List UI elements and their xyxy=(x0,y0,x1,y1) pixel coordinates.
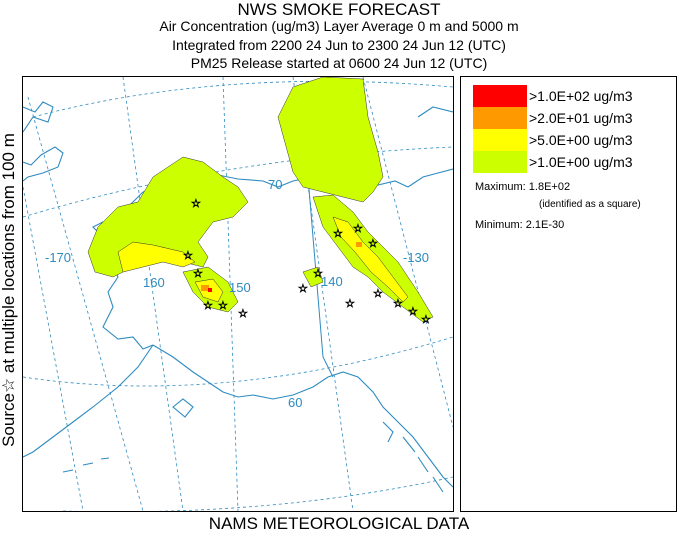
lon-160-label: 160 xyxy=(143,275,165,290)
alaska-south-coast xyxy=(152,344,453,488)
maximum-note: (identified as a square) xyxy=(539,199,641,210)
russia-coast xyxy=(23,101,54,133)
source-star: ☆ xyxy=(393,298,403,310)
lat-70-label: 70 xyxy=(268,177,282,192)
lat-80-line xyxy=(32,80,453,118)
maximum-value: Maximum: 1.8E+02 xyxy=(475,181,571,193)
source-star: ☆ xyxy=(203,300,213,312)
lat-60-line xyxy=(23,336,453,387)
source-star: ☆ xyxy=(191,198,201,210)
alaska-canada-border xyxy=(307,176,334,378)
source-star: ☆ xyxy=(313,268,323,280)
lat-50-line xyxy=(63,476,453,511)
meteorological-data-footer: NAMS METEOROLOGICAL DATA xyxy=(208,514,470,533)
legend-label-red: >1.0E+02 ug/m3 xyxy=(529,88,633,104)
lon-180-line xyxy=(23,186,84,511)
concentration-subtitle: Air Concentration (ug/m3) Layer Average … xyxy=(159,18,519,34)
legend-label-yellow: >5.0E+00 ug/m3 xyxy=(529,132,633,148)
plume-southeast-mid xyxy=(332,216,409,303)
lon-130-label: -130 xyxy=(403,250,429,265)
legend-label-green: >1.0E+00 ug/m3 xyxy=(529,154,633,170)
plume-small-east xyxy=(302,266,324,288)
kodiak-island xyxy=(172,398,194,418)
source-star: ☆ xyxy=(298,283,308,295)
source-star: ☆ xyxy=(353,223,363,235)
lon-150-label: 150 xyxy=(229,280,251,295)
plume-west-mid xyxy=(117,241,196,273)
lon-130-line xyxy=(362,77,453,428)
smoke-map: ☆ ☆ ☆ ☆ ☆ ☆ ☆ ☆ ☆ ☆ ☆ ☆ ☆ ☆ ☆ ☆ 70 60 -1… xyxy=(22,76,454,512)
source-star: ☆ xyxy=(183,250,193,262)
legend-swatch-orange xyxy=(473,107,527,129)
source-star: ☆ xyxy=(333,228,343,240)
source-star: ☆ xyxy=(218,300,228,312)
legend-swatch-green xyxy=(473,151,527,173)
lon-170-line xyxy=(27,96,144,511)
release-start: PM25 Release started at 0600 24 Jun 12 (… xyxy=(190,55,488,71)
plume-orange-core-2 xyxy=(356,242,362,247)
aleutian-islands xyxy=(62,457,110,473)
plume-orange-core-1 xyxy=(201,285,209,291)
legend-swatch-yellow xyxy=(473,129,527,151)
legend-swatch-red xyxy=(473,85,527,107)
source-star: ☆ xyxy=(345,298,355,310)
minimum-value: Minimum: 2.1E-30 xyxy=(475,219,565,231)
source-markers: ☆ ☆ ☆ ☆ ☆ ☆ ☆ ☆ ☆ ☆ ☆ ☆ ☆ ☆ ☆ ☆ xyxy=(183,198,432,327)
plume-max-square xyxy=(208,288,212,292)
chukotka-coast xyxy=(23,146,64,182)
integration-period: Integrated from 2200 24 Jun to 2300 24 J… xyxy=(172,37,506,53)
lon-160-line xyxy=(122,77,184,511)
source-star: ☆ xyxy=(373,288,383,300)
smoke-plumes xyxy=(87,77,434,323)
plume-northeast-light xyxy=(277,77,384,203)
map-canvas: ☆ ☆ ☆ ☆ ☆ ☆ ☆ ☆ ☆ ☆ ☆ ☆ ☆ ☆ ☆ ☆ 70 60 -1… xyxy=(23,77,453,511)
southeast-alaska-islands xyxy=(382,421,444,493)
coastlines xyxy=(23,101,453,493)
lon-140-label: 140 xyxy=(321,274,343,289)
forecast-title: NWS SMOKE FORECAST xyxy=(237,0,441,19)
canada-arctic-coast xyxy=(407,168,453,188)
source-star: ☆ xyxy=(193,268,203,280)
source-star: ☆ xyxy=(408,306,418,318)
source-star: ☆ xyxy=(421,314,431,326)
lat-60-label: 60 xyxy=(288,395,302,410)
source-star: ☆ xyxy=(238,308,248,320)
legend-panel: >1.0E+02 ug/m3 >2.0E+01 ug/m3 >5.0E+00 u… xyxy=(460,76,677,512)
legend-label-orange: >2.0E+01 ug/m3 xyxy=(529,110,633,126)
lat-70-line xyxy=(23,146,453,218)
source-star: ☆ xyxy=(368,238,378,250)
alaska-peninsula xyxy=(23,344,154,458)
source-side-label: Source☆ at multiple locations from 100 m xyxy=(0,133,18,447)
banks-island xyxy=(417,106,453,118)
lon-170-label: -170 xyxy=(45,250,71,265)
